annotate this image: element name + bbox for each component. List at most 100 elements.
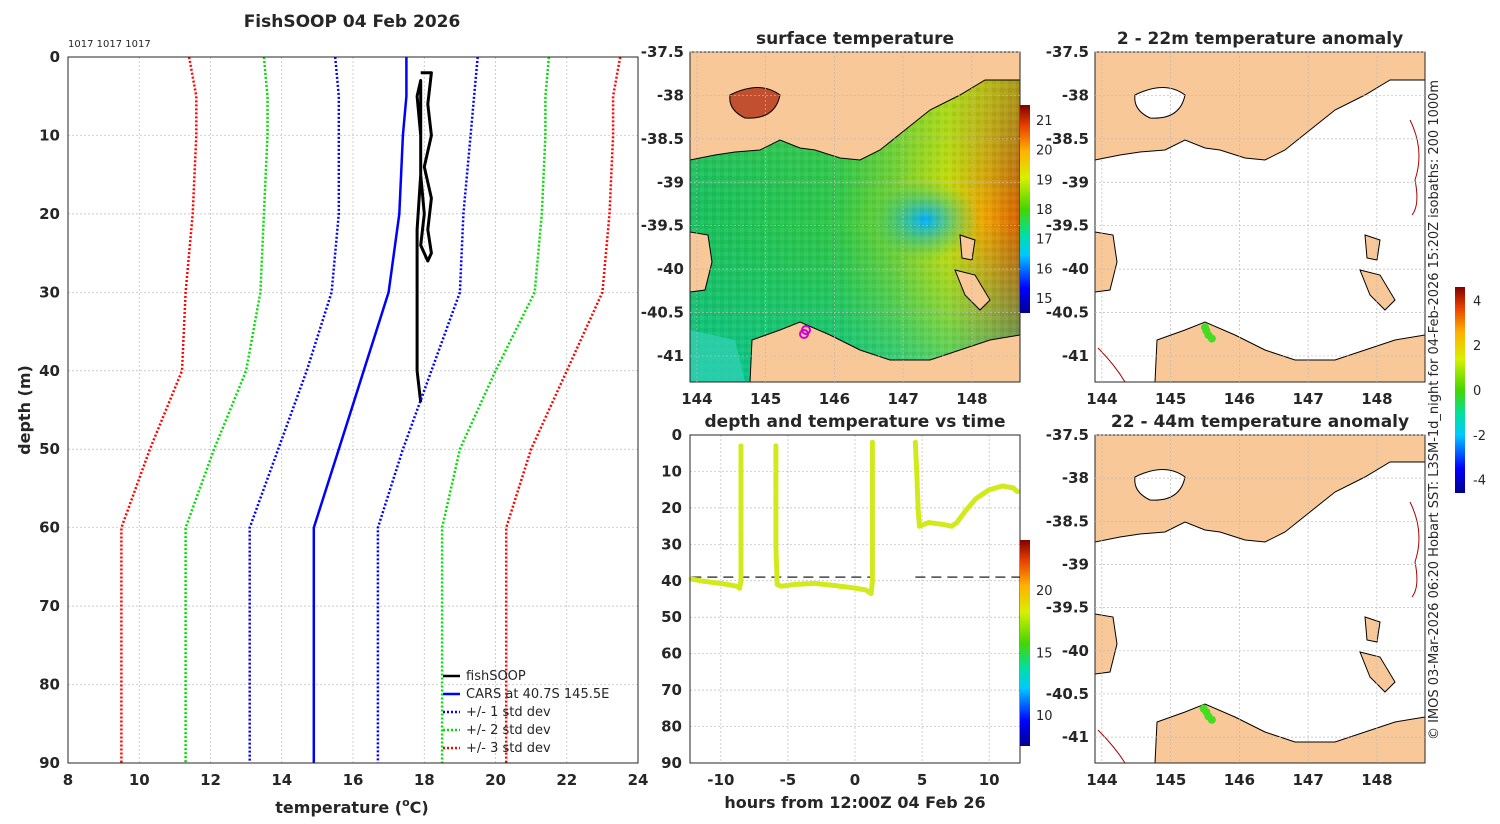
anom-deep-xtick: 145 bbox=[1155, 771, 1186, 789]
sst-ytick: -40.5 bbox=[641, 304, 684, 322]
profile-series-2 bbox=[248, 56, 341, 763]
anom-deep-ytick: -38.5 bbox=[1046, 512, 1089, 530]
sst-title: surface temperature bbox=[756, 29, 954, 49]
profile-ytick: 60 bbox=[39, 519, 60, 537]
sst-map bbox=[690, 52, 1020, 382]
anomaly-colorbar-tick: -4 bbox=[1473, 474, 1486, 489]
anomaly-deep-panel: 22 - 44m temperature anomaly 144 145 146 14… bbox=[1046, 412, 1426, 789]
anom-deep-xtick: 148 bbox=[1361, 771, 1392, 789]
profile-ytick: 80 bbox=[39, 676, 60, 694]
side-caption: © IMOS 03-Mar-2026 06:20 Hobart SST: L3S… bbox=[1427, 80, 1442, 740]
profile-series-4 bbox=[184, 56, 269, 763]
anom-shallow-xtick: 145 bbox=[1155, 390, 1186, 408]
anom-deep-ytick: -40.5 bbox=[1046, 685, 1089, 703]
profile-ytick: 0 bbox=[50, 48, 60, 66]
profile-xlabel: temperature (oC) bbox=[275, 796, 428, 817]
profile-series-6 bbox=[120, 56, 198, 763]
sst-ytick: -37.5 bbox=[641, 43, 684, 61]
profile-ytick: 40 bbox=[39, 362, 60, 380]
anom-shallow-xtick: 144 bbox=[1086, 390, 1117, 408]
anom-shallow-ytick: -41 bbox=[1062, 347, 1089, 365]
anom-shallow-ytick: -40 bbox=[1062, 260, 1089, 278]
anom-shallow-ytick: -37.5 bbox=[1046, 43, 1089, 61]
sst-colorbar-tick: 20 bbox=[1036, 144, 1053, 159]
profile-series-5 bbox=[440, 56, 551, 763]
sst-xtick: 146 bbox=[819, 390, 850, 408]
time-ytick: 0 bbox=[672, 426, 682, 444]
time-colorbar-tick: 20 bbox=[1036, 584, 1053, 599]
time-point bbox=[869, 439, 876, 445]
profile-ytick: 10 bbox=[39, 126, 60, 144]
profile-panel: FishSOOP 04 Feb 2026 1017 1017 1017 8 10 1… bbox=[15, 12, 648, 817]
sst-panel: surface temperature bbox=[641, 29, 1053, 408]
anom-shallow-xtick: 148 bbox=[1361, 390, 1392, 408]
sst-colorbar-tick: 15 bbox=[1036, 292, 1053, 307]
anom-deep-ytick: -39 bbox=[1062, 555, 1089, 573]
anom-shallow-xtick: 147 bbox=[1292, 390, 1323, 408]
time-xlabel: hours from 12:00Z 04 Feb 26 bbox=[724, 793, 985, 812]
time-ytick: 80 bbox=[661, 718, 682, 736]
time-point bbox=[1014, 488, 1020, 495]
profile-xtick: 12 bbox=[200, 771, 221, 789]
time-xtick: 0 bbox=[850, 771, 860, 789]
profile-ytick: 30 bbox=[39, 283, 60, 301]
legend-entry: fishSOOP bbox=[466, 669, 526, 684]
sst-ytick: -40 bbox=[657, 260, 684, 278]
time-xtick: 5 bbox=[917, 771, 927, 789]
anom-shallow-ytick: -39 bbox=[1062, 173, 1089, 191]
sst-ytick: -41 bbox=[657, 347, 684, 365]
sst-colorbar bbox=[1020, 105, 1030, 313]
profile-annotation: 1017 1017 1017 bbox=[68, 39, 151, 50]
profile-ytick: 50 bbox=[39, 440, 60, 458]
time-point bbox=[738, 443, 744, 449]
profile-series-1 bbox=[312, 57, 408, 763]
sst-xtick: 148 bbox=[956, 390, 987, 408]
anomaly-deep-map bbox=[1095, 435, 1425, 763]
profile-xtick: 18 bbox=[414, 771, 435, 789]
time-ytick: 60 bbox=[661, 645, 682, 663]
time-colorbar-tick: 10 bbox=[1036, 709, 1053, 724]
anom-shallow-ytick: -38 bbox=[1062, 86, 1089, 104]
anomaly-colorbar-tick: 2 bbox=[1473, 339, 1481, 354]
sst-colorbar-tick: 17 bbox=[1036, 233, 1053, 248]
anom-deep-ytick: -38 bbox=[1062, 469, 1089, 487]
profile-xtick: 8 bbox=[63, 771, 73, 789]
sst-ytick: -39.5 bbox=[641, 217, 684, 235]
time-panel: depth and temperature vs time -10 -5 0 5 10 … bbox=[661, 412, 1052, 812]
anom-deep-ytick: -41 bbox=[1062, 728, 1089, 746]
anom-deep-xtick: 146 bbox=[1224, 771, 1255, 789]
anomaly-colorbar bbox=[1455, 287, 1465, 493]
anomaly-shallow-panel: 2 - 22m temperature anomaly 144 145 146 147… bbox=[1046, 29, 1426, 408]
anom-shallow-ytick: -40.5 bbox=[1046, 304, 1089, 322]
time-ytick: 30 bbox=[661, 535, 682, 553]
time-ytick: 50 bbox=[661, 608, 682, 626]
time-xtick: -10 bbox=[707, 771, 734, 789]
profile-axes-box bbox=[67, 56, 639, 764]
sst-colorbar-tick: 19 bbox=[1036, 173, 1053, 188]
sst-colorbar-tick: 21 bbox=[1036, 114, 1053, 129]
sst-xtick: 147 bbox=[887, 390, 918, 408]
anom-shallow-point bbox=[1207, 334, 1216, 343]
profile-series-7 bbox=[504, 56, 622, 763]
anom-shallow-xtick: 146 bbox=[1224, 390, 1255, 408]
anomaly-shallow-map bbox=[1095, 52, 1425, 382]
profile-title: FishSOOP 04 Feb 2026 bbox=[244, 12, 461, 32]
time-xtick: -5 bbox=[780, 771, 797, 789]
profile-xtick: 20 bbox=[485, 771, 506, 789]
anom-shallow-ytick: -39.5 bbox=[1046, 217, 1089, 235]
profile-ylabel: depth (m) bbox=[15, 365, 34, 455]
profile-xtick: 14 bbox=[271, 771, 292, 789]
legend-entry: +/- 2 std dev bbox=[466, 723, 551, 738]
time-ytick: 20 bbox=[661, 499, 682, 517]
anomaly-shallow-title: 2 - 22m temperature anomaly bbox=[1117, 29, 1403, 49]
sst-ytick: -38.5 bbox=[641, 130, 684, 148]
sst-colorbar-tick: 16 bbox=[1036, 262, 1053, 277]
profile-xtick: 10 bbox=[129, 771, 150, 789]
sst-xtick: 144 bbox=[681, 390, 712, 408]
profile-ytick: 20 bbox=[39, 205, 60, 223]
profile-legend: fishSOOP CARS at 40.7S 145.5E +/- 1 std de… bbox=[443, 669, 609, 756]
sst-ytick: -39 bbox=[657, 173, 684, 191]
anom-deep-ytick: -39.5 bbox=[1046, 599, 1089, 617]
